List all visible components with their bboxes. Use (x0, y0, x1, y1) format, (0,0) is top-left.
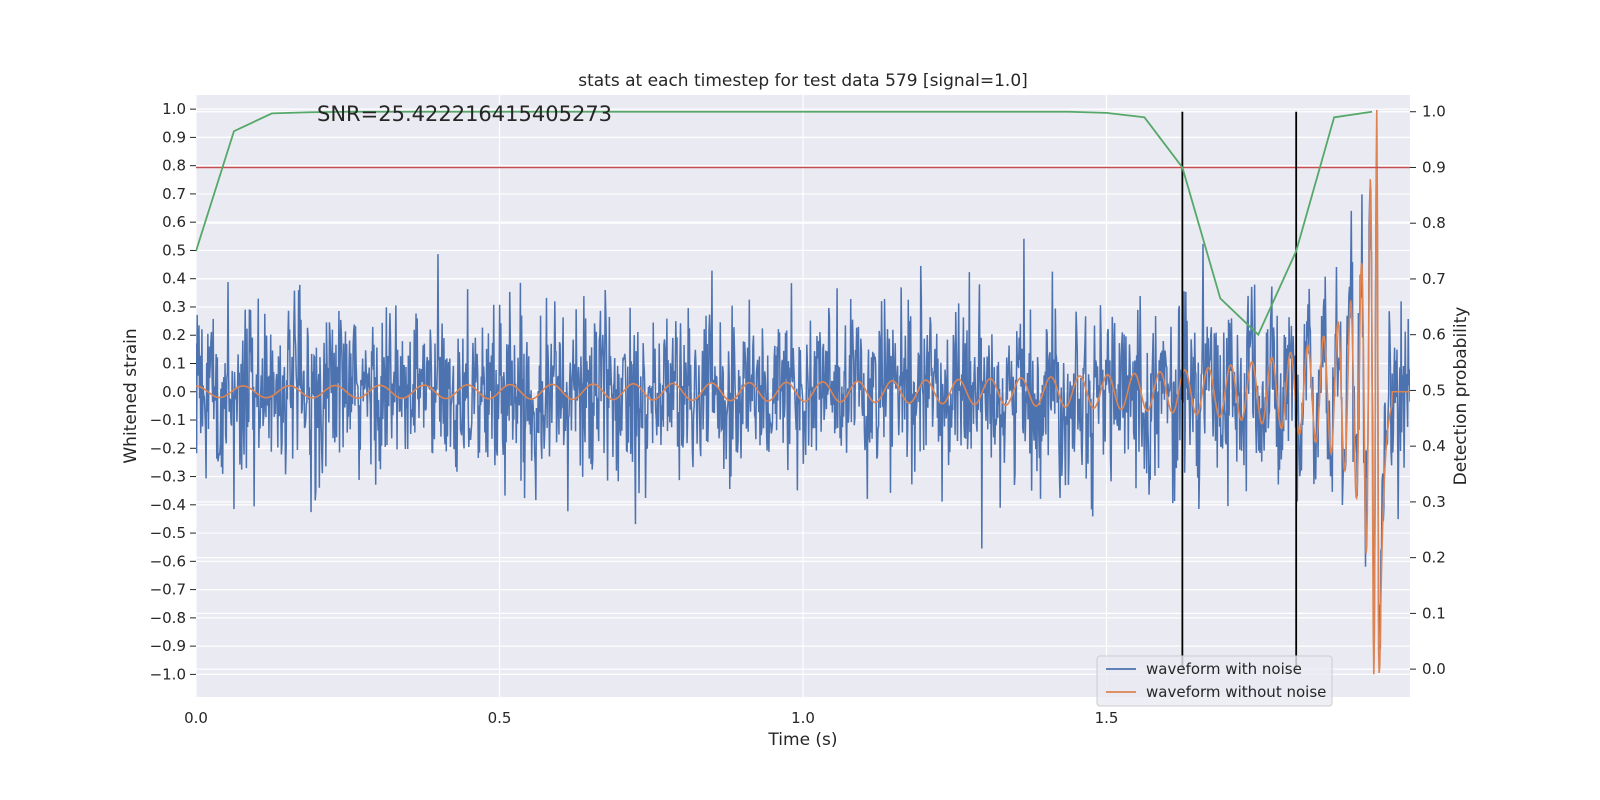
right-tick-label: 0.7 (1422, 270, 1446, 288)
left-tick-label: −0.8 (150, 609, 186, 627)
right-tick-label: 0.8 (1422, 214, 1446, 232)
right-tick-label: 0.6 (1422, 326, 1446, 344)
vertical-markers (1181, 111, 1298, 670)
left-tick-label: 0.1 (162, 354, 186, 372)
left-tick-label: 0.6 (162, 213, 186, 231)
left-tick-label: −0.3 (150, 468, 186, 486)
left-tick-label: −1.0 (150, 665, 186, 683)
left-tick-label: −0.9 (150, 637, 186, 655)
left-tick-label: 0.5 (162, 241, 186, 259)
legend-box (1096, 655, 1333, 707)
right-tick-label: 0.4 (1422, 437, 1446, 455)
x-tick-label: 1.5 (1095, 709, 1119, 727)
right-tick-label: 0.1 (1422, 604, 1446, 622)
left-tick-label: −0.5 (150, 524, 186, 542)
series-waveform-without-noise (196, 109, 1410, 675)
right-tick-label: 0.3 (1422, 493, 1446, 511)
snr-annotation: SNR=25.422216415405273 (317, 102, 612, 126)
legend-label-clean: waveform without noise (1146, 683, 1326, 701)
left-tick-label: 0.2 (162, 326, 186, 344)
y-axis-label-right: Detection probability (1451, 307, 1471, 486)
left-tick-label: −0.6 (150, 552, 186, 570)
left-tick-label: 1.0 (162, 100, 186, 118)
left-tick-label: −0.7 (150, 581, 186, 599)
x-axis-label: Time (s) (767, 730, 837, 750)
right-tick-label: 0.5 (1422, 381, 1446, 399)
x-tick-label: 0.5 (488, 709, 512, 727)
legend-label-noisy: waveform with noise (1146, 660, 1302, 678)
left-tick-label: 0.8 (162, 157, 186, 175)
legend: waveform with noise waveform without noi… (1096, 655, 1333, 707)
left-tick-label: 0.3 (162, 298, 186, 316)
right-tick-label: 0.2 (1422, 549, 1446, 567)
right-tick-label: 1.0 (1422, 103, 1446, 121)
left-tick-label: −0.1 (150, 411, 186, 429)
y-axis-label-left: Whitened strain (121, 328, 141, 463)
x-axis: 0.0 0.5 1.0 1.5 (184, 709, 1118, 727)
x-tick-label: 0.0 (184, 709, 208, 727)
left-y-axis: 1.0 0.9 0.8 0.7 0.6 0.5 0.4 0.3 0.2 0.1 0.0 −0.1 −0.… (150, 100, 196, 683)
left-tick-label: 0.4 (162, 270, 186, 288)
left-tick-label: −0.2 (150, 439, 186, 457)
x-tick-label: 1.0 (791, 709, 815, 727)
left-tick-label: 0.9 (162, 128, 186, 146)
left-tick-label: 0.0 (162, 383, 186, 401)
right-tick-label: 0.9 (1422, 158, 1446, 176)
left-tick-label: 0.7 (162, 185, 186, 203)
right-tick-label: 0.0 (1422, 660, 1446, 678)
chart-title: stats at each timestep for test data 579… (578, 71, 1028, 91)
left-tick-label: −0.4 (150, 496, 186, 514)
series-waveform-with-noise (196, 184, 1410, 664)
right-y-axis: 1.0 0.9 0.8 0.7 0.6 0.5 0.4 0.3 0.2 0.1 0.0 (1410, 103, 1446, 678)
series-detection-probability (196, 110, 1373, 337)
